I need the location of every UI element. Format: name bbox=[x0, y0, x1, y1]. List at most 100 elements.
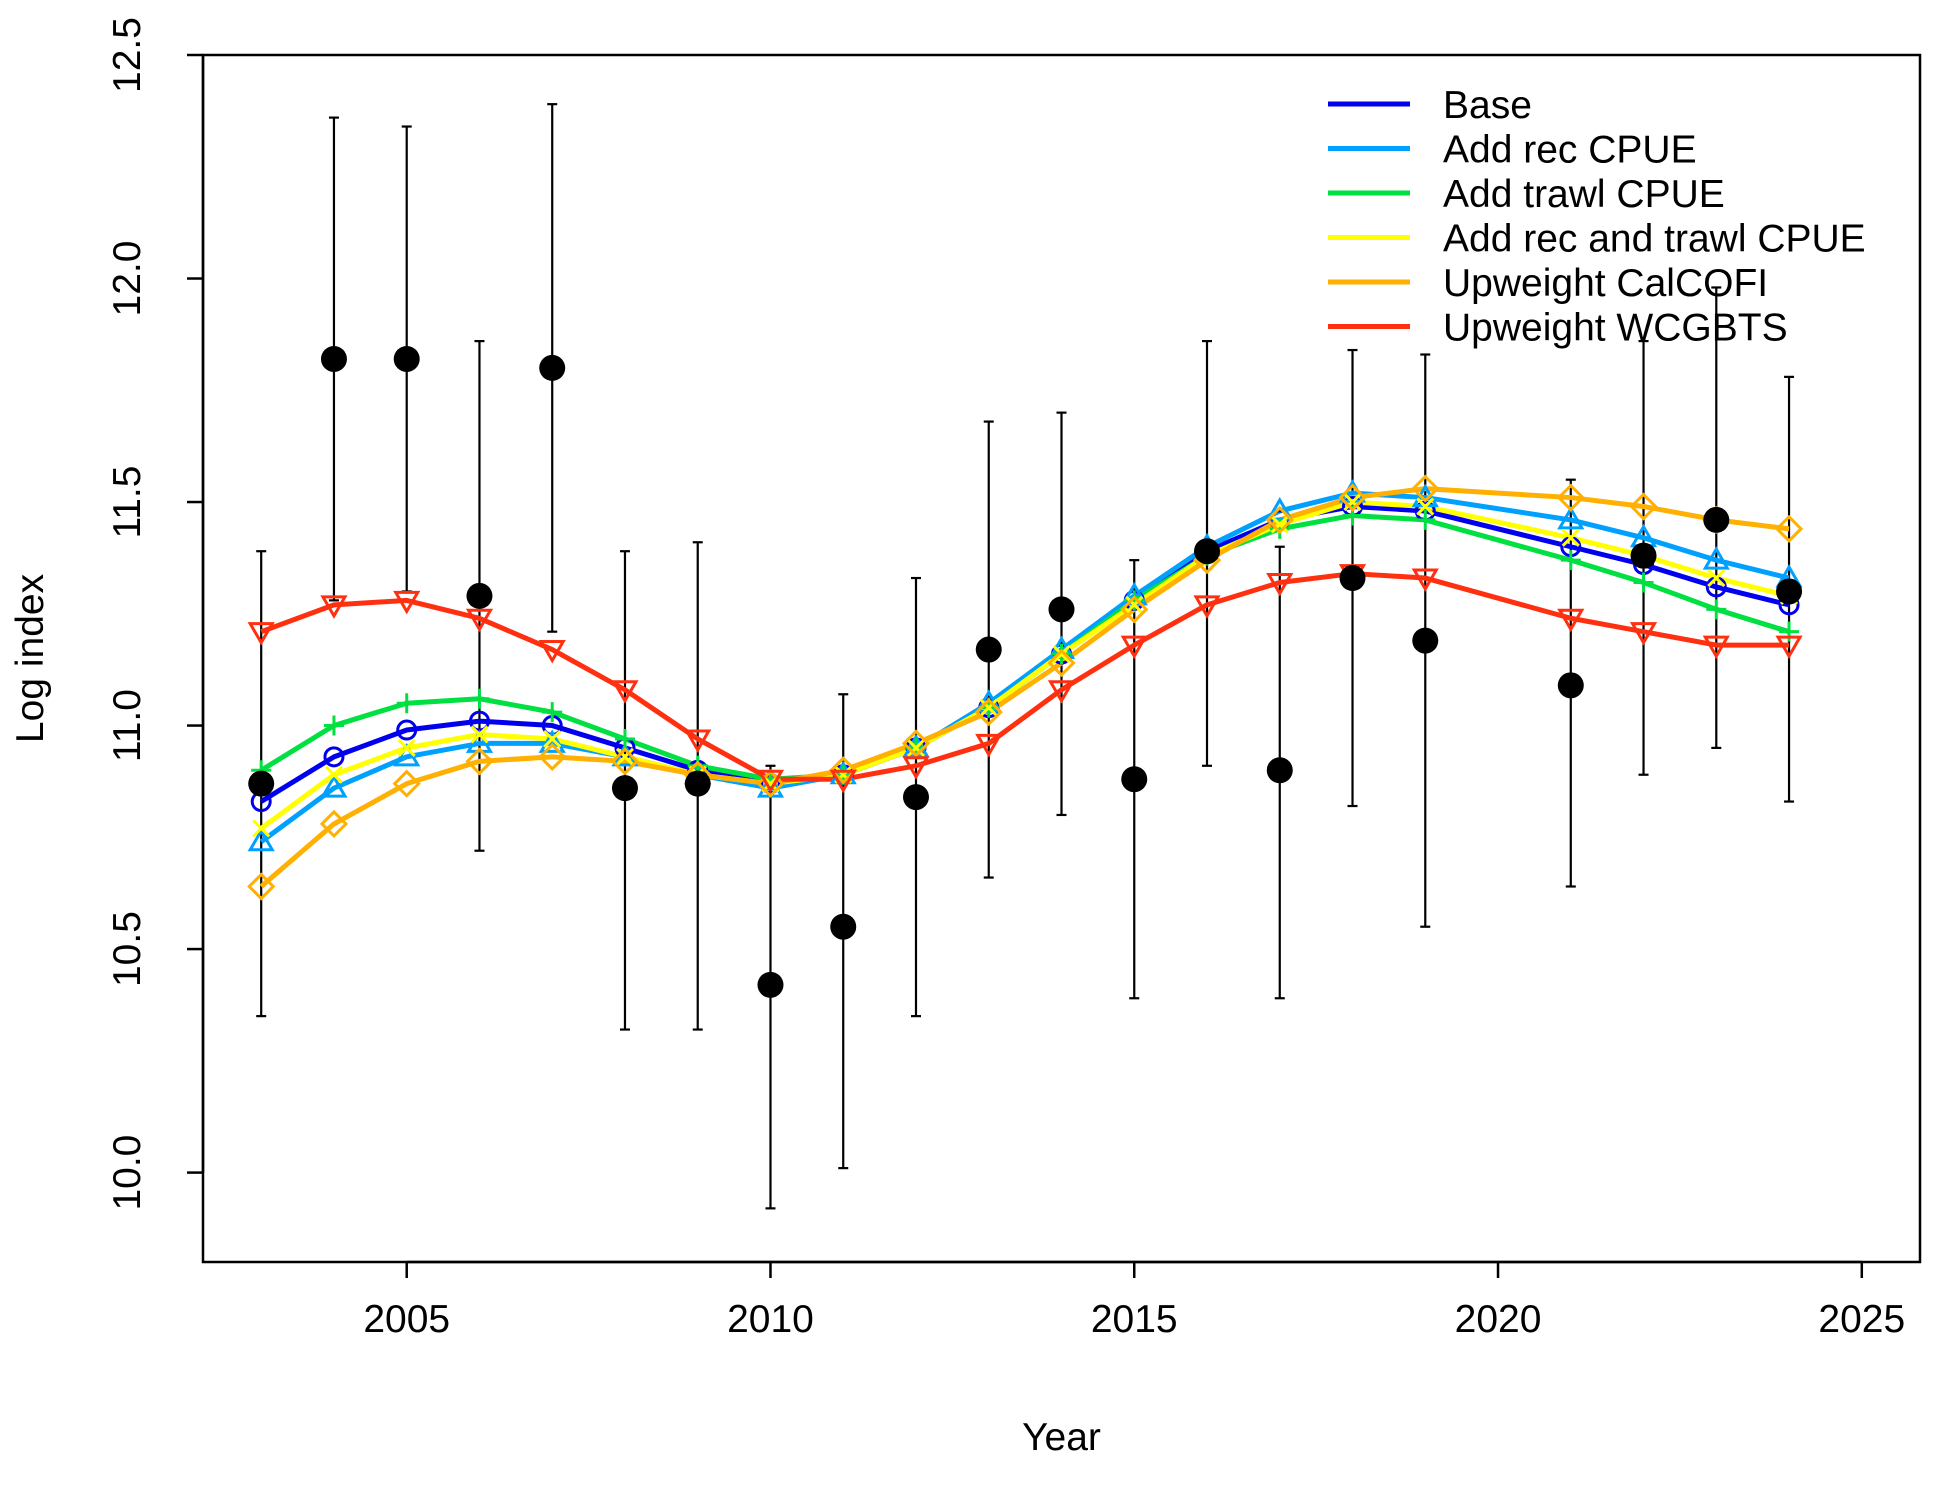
series-marker-3 bbox=[1633, 572, 1654, 593]
observation-point bbox=[1630, 542, 1657, 569]
observation-point bbox=[1557, 672, 1584, 699]
observation-point bbox=[539, 354, 566, 381]
legend-label: Add trawl CPUE bbox=[1443, 173, 1725, 216]
x-tick-label: 2025 bbox=[1818, 1298, 1905, 1341]
observation-point bbox=[466, 582, 493, 609]
observation-point bbox=[902, 784, 929, 811]
series-marker-4 bbox=[470, 725, 489, 744]
series-marker-6 bbox=[1047, 680, 1076, 704]
observation-point bbox=[611, 775, 638, 802]
series-marker-6 bbox=[829, 769, 857, 794]
series-marker-5 bbox=[1774, 514, 1804, 543]
series-marker-4 bbox=[1052, 644, 1071, 664]
series-marker-5 bbox=[1556, 483, 1585, 512]
series-marker-3 bbox=[1560, 550, 1581, 571]
observation-point bbox=[975, 636, 1002, 663]
series-marker-5 bbox=[1411, 474, 1440, 503]
series-marker-3 bbox=[614, 728, 635, 749]
series-marker-5 bbox=[392, 769, 421, 798]
series-marker-3 bbox=[1269, 518, 1290, 539]
series-marker-6 bbox=[320, 595, 348, 619]
series-marker-2 bbox=[320, 774, 348, 798]
series-marker-6 bbox=[684, 729, 712, 753]
observation-point bbox=[1194, 538, 1221, 565]
series-marker-6 bbox=[611, 680, 639, 704]
observation-point bbox=[830, 913, 857, 940]
series-marker-6 bbox=[1411, 568, 1439, 593]
y-tick-label: 10.5 bbox=[106, 911, 149, 987]
legend-label: Add rec and trawl CPUE bbox=[1443, 218, 1866, 261]
legend-label: Base bbox=[1443, 84, 1532, 127]
x-axis: 2005 2010 2015 2020 2025 bbox=[363, 1260, 1905, 1341]
series-marker-6 bbox=[756, 769, 785, 794]
series-marker-2 bbox=[247, 827, 275, 852]
legend-label: Add rec CPUE bbox=[1443, 129, 1697, 172]
y-tick-label: 11.5 bbox=[106, 466, 149, 539]
series-marker-3 bbox=[1124, 590, 1145, 611]
observation-point bbox=[320, 345, 347, 372]
series-marker-2 bbox=[1557, 505, 1585, 530]
series-marker-6 bbox=[1629, 622, 1658, 646]
series-marker-4 bbox=[397, 738, 416, 757]
series-marker-3 bbox=[1706, 599, 1727, 620]
series-lines bbox=[259, 486, 1790, 889]
series-marker-6 bbox=[1702, 635, 1730, 660]
series-marker-4 bbox=[1707, 568, 1726, 588]
series-marker-6 bbox=[1120, 635, 1148, 660]
series-marker-5 bbox=[974, 698, 1003, 727]
series-marker-5 bbox=[1629, 492, 1658, 521]
observation-point bbox=[1412, 627, 1439, 654]
observation-point bbox=[1703, 506, 1730, 533]
series-marker-1 bbox=[396, 719, 418, 741]
series-marker-3 bbox=[396, 693, 417, 714]
series-marker-3 bbox=[469, 688, 490, 709]
series-marker-4 bbox=[1416, 497, 1435, 516]
x-tick-label: 2015 bbox=[1091, 1298, 1178, 1341]
x-tick-label: 2005 bbox=[363, 1298, 450, 1341]
series-marker-6 bbox=[1266, 573, 1294, 597]
series-marker-5 bbox=[538, 742, 567, 771]
series-marker-5 bbox=[465, 747, 494, 776]
legend-label: Upweight WCGBTS bbox=[1443, 307, 1788, 350]
x-tick-label: 2020 bbox=[1455, 1298, 1542, 1341]
observation-point bbox=[1121, 766, 1148, 793]
series-marker-4 bbox=[906, 738, 926, 757]
series-marker-4 bbox=[543, 729, 562, 749]
series-marker-6 bbox=[393, 590, 421, 615]
y-tick-label: 12.5 bbox=[106, 17, 149, 93]
series-marker-5 bbox=[247, 872, 276, 901]
observation-point bbox=[1339, 565, 1366, 592]
series-marker-2 bbox=[538, 729, 566, 753]
series-marker-5 bbox=[829, 756, 858, 785]
series-marker-6 bbox=[247, 622, 275, 646]
series-marker-5 bbox=[319, 809, 349, 839]
x-axis-title: Year bbox=[1022, 1416, 1101, 1459]
series-marker-1 bbox=[323, 746, 345, 768]
series-marker-4 bbox=[1561, 528, 1580, 547]
x-tick-label: 2010 bbox=[727, 1298, 814, 1341]
series-marker-4 bbox=[324, 765, 344, 784]
series-marker-2 bbox=[1702, 546, 1730, 570]
series-line-6 bbox=[260, 571, 1790, 782]
series-marker-4 bbox=[979, 698, 998, 717]
series-marker-4 bbox=[1270, 515, 1289, 534]
series-marker-6 bbox=[902, 756, 930, 780]
observation-point bbox=[757, 971, 784, 998]
series-marker-3 bbox=[542, 702, 563, 723]
y-axis: 10.0 10.5 11.0 11.5 12.0 12.5 bbox=[106, 17, 205, 1211]
series-marker-6 bbox=[538, 640, 566, 664]
observation-point bbox=[684, 770, 711, 797]
y-tick-label: 11.0 bbox=[106, 689, 149, 762]
series-marker-6 bbox=[1775, 635, 1803, 660]
series-marker-6 bbox=[465, 608, 494, 633]
observation-point bbox=[393, 345, 420, 372]
series-marker-5 bbox=[756, 769, 785, 798]
series-marker-5 bbox=[901, 729, 931, 758]
series-marker-5 bbox=[1047, 648, 1076, 678]
observation-point bbox=[1048, 596, 1075, 623]
observation-points bbox=[248, 345, 1803, 998]
series-marker-5 bbox=[1265, 505, 1294, 535]
y-axis-title: Log index bbox=[9, 573, 52, 743]
